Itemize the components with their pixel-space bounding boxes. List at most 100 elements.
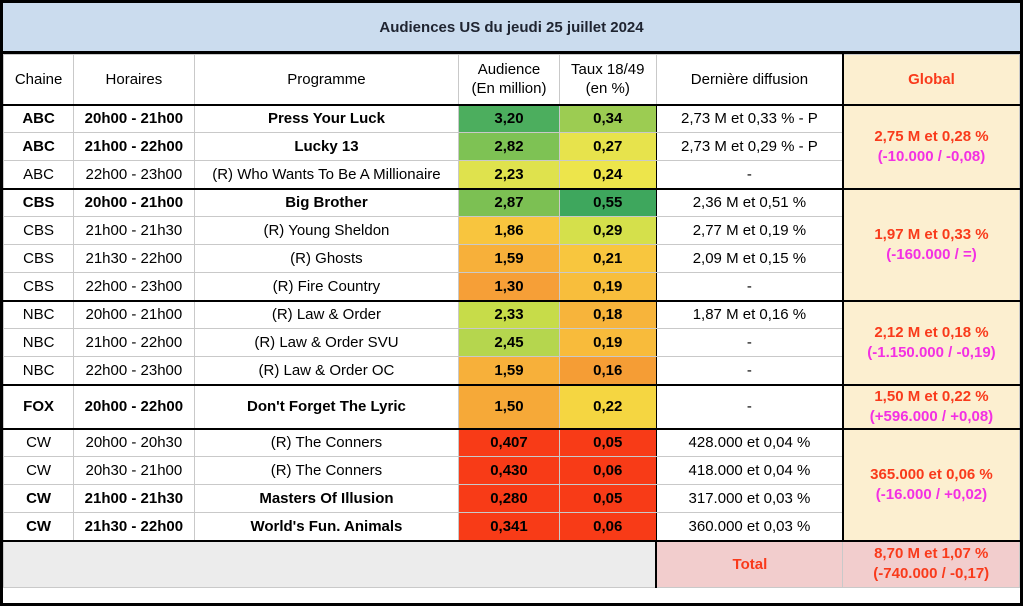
group-abc: ABC 20h00 - 21h00 Press Your Luck 3,20 0…	[3, 103, 1020, 189]
total-label-cell: Total	[655, 539, 844, 588]
rating-cell: 0,24	[558, 160, 657, 189]
table-row: NBC 20h00 - 21h00 (R) Law & Order 2,33 0…	[3, 299, 1020, 385]
last-broadcast-cell: 360.000 et 0,03 %	[655, 512, 844, 541]
last-broadcast-cell: 2,09 M et 0,15 %	[655, 244, 844, 273]
table-row: CBS 20h00 - 21h00 Big Brother 2,87 0,55 …	[3, 187, 1020, 301]
timeslot-cell: 20h00 - 21h00	[73, 299, 195, 329]
rating-cell: 0,29	[558, 216, 657, 245]
global-average: 1,50 M et 0,22 %	[874, 387, 989, 405]
group-nbc: NBC 20h00 - 21h00 (R) Law & Order 2,33 0…	[3, 299, 1020, 385]
rating-cell: 0,18	[558, 299, 657, 329]
column-header-global: Global	[841, 54, 1020, 106]
audience-cell: 0,280	[458, 484, 560, 513]
column-header-taux-line2: (en %)	[585, 80, 630, 98]
total-row: Total 8,70 M et 1,07 % (-740.000 / -0,17…	[3, 539, 1020, 588]
last-broadcast-cell: 1,87 M et 0,16 %	[655, 299, 844, 329]
channel-cell: ABC	[3, 160, 75, 189]
timeslot-cell: 20h30 - 21h00	[73, 456, 195, 485]
last-broadcast-cell: -	[655, 356, 844, 385]
total-value-cell: 8,70 M et 1,07 % (-740.000 / -0,17)	[842, 539, 1020, 588]
total-average: 8,70 M et 1,07 %	[874, 545, 989, 563]
total-empty-cell	[3, 539, 657, 588]
timeslot-cell: 21h00 - 22h00	[73, 132, 195, 161]
column-header-derniere: Dernière diffusion	[655, 54, 844, 106]
rating-cell: 0,27	[558, 132, 657, 161]
programme-cell: World's Fun. Animals	[193, 512, 460, 541]
timeslot-cell: 20h00 - 21h00	[73, 103, 195, 133]
audience-cell: 0,407	[458, 427, 560, 457]
audience-cell: 2,87	[458, 187, 560, 217]
timeslot-cell: 21h00 - 21h30	[73, 216, 195, 245]
programme-cell: (R) Law & Order OC	[193, 356, 460, 385]
audience-cell: 0,341	[458, 512, 560, 541]
channel-cell: CBS	[3, 244, 75, 273]
programme-cell: (R) Law & Order	[193, 299, 460, 329]
global-delta: (-16.000 / +0,02)	[875, 485, 988, 503]
last-broadcast-cell: -	[655, 160, 844, 189]
timeslot-cell: 22h00 - 23h00	[73, 356, 195, 385]
programme-cell: (R) Fire Country	[193, 272, 460, 301]
column-header-taux: Taux 18/49 (en %)	[558, 54, 657, 106]
table-row: NBC 22h00 - 23h00 (R) Law & Order OC 1,5…	[3, 356, 1020, 385]
audience-cell: 0,430	[458, 456, 560, 485]
channel-cell: NBC	[3, 328, 75, 357]
rating-cell: 0,05	[558, 427, 657, 457]
global-cell: 2,75 M et 0,28 % (-10.000 / -0,08)	[841, 103, 1020, 189]
channel-cell: ABC	[3, 103, 75, 133]
table-row: ABC 22h00 - 23h00 (R) Who Wants To Be A …	[3, 160, 1020, 189]
audience-cell: 2,23	[458, 160, 560, 189]
rating-cell: 0,16	[558, 356, 657, 385]
table-row: CBS 21h30 - 22h00 (R) Ghosts 1,59 0,21 2…	[3, 244, 1020, 273]
group-fox: FOX 20h00 - 22h00 Don't Forget The Lyric…	[3, 383, 1020, 429]
table-row: CW 21h30 - 22h00 World's Fun. Animals 0,…	[3, 512, 1020, 541]
audience-cell: 1,59	[458, 244, 560, 273]
audience-cell: 1,50	[458, 383, 560, 429]
page-title: Audiences US du jeudi 25 juillet 2024	[3, 3, 1020, 54]
audience-cell: 2,82	[458, 132, 560, 161]
global-average: 2,12 M et 0,18 %	[874, 323, 989, 341]
global-cell: 2,12 M et 0,18 % (-1.150.000 / -0,19)	[841, 299, 1020, 385]
programme-cell: (R) The Conners	[193, 456, 460, 485]
programme-cell: Press Your Luck	[193, 103, 460, 133]
timeslot-cell: 20h00 - 20h30	[73, 427, 195, 457]
column-header-chaine: Chaine	[3, 54, 75, 106]
table-row: ABC 20h00 - 21h00 Press Your Luck 3,20 0…	[3, 103, 1020, 189]
last-broadcast-cell: 2,77 M et 0,19 %	[655, 216, 844, 245]
last-broadcast-cell: 418.000 et 0,04 %	[655, 456, 844, 485]
table-header: Chaine Horaires Programme Audience (En m…	[3, 54, 1020, 106]
last-broadcast-cell: -	[655, 383, 844, 429]
table-row: FOX 20h00 - 22h00 Don't Forget The Lyric…	[3, 383, 1020, 429]
channel-cell: CBS	[3, 187, 75, 217]
last-broadcast-cell: 2,73 M et 0,33 % - P	[655, 103, 844, 133]
column-header-audience: Audience (En million)	[458, 54, 560, 106]
group-cbs: CBS 20h00 - 21h00 Big Brother 2,87 0,55 …	[3, 187, 1020, 301]
global-delta: (+596.000 / +0,08)	[869, 407, 994, 425]
column-header-audience-line2: (En million)	[471, 80, 547, 98]
last-broadcast-cell: 428.000 et 0,04 %	[655, 427, 844, 457]
timeslot-cell: 21h30 - 22h00	[73, 512, 195, 541]
rating-cell: 0,55	[558, 187, 657, 217]
table-row: NBC 21h00 - 22h00 (R) Law & Order SVU 2,…	[3, 328, 1020, 357]
global-cell: 365.000 et 0,06 % (-16.000 / +0,02)	[841, 427, 1020, 541]
column-header-programme: Programme	[193, 54, 460, 106]
programme-cell: (R) Young Sheldon	[193, 216, 460, 245]
channel-cell: NBC	[3, 356, 75, 385]
audiences-table: Chaine Horaires Programme Audience (En m…	[3, 54, 1020, 588]
channel-cell: CBS	[3, 216, 75, 245]
timeslot-cell: 22h00 - 23h00	[73, 160, 195, 189]
programme-cell: Lucky 13	[193, 132, 460, 161]
programme-cell: Big Brother	[193, 187, 460, 217]
timeslot-cell: 21h00 - 22h00	[73, 328, 195, 357]
programme-cell: (R) Ghosts	[193, 244, 460, 273]
global-cell: 1,97 M et 0,33 % (-160.000 / =)	[841, 187, 1020, 301]
channel-cell: CW	[3, 456, 75, 485]
timeslot-cell: 21h00 - 21h30	[73, 484, 195, 513]
column-header-audience-line1: Audience	[477, 61, 541, 79]
audience-cell: 1,86	[458, 216, 560, 245]
programme-cell: (R) The Conners	[193, 427, 460, 457]
channel-cell: CW	[3, 512, 75, 541]
global-average: 2,75 M et 0,28 %	[874, 127, 989, 145]
table-row: ABC 21h00 - 22h00 Lucky 13 2,82 0,27 2,7…	[3, 132, 1020, 161]
programme-cell: Masters Of Illusion	[193, 484, 460, 513]
